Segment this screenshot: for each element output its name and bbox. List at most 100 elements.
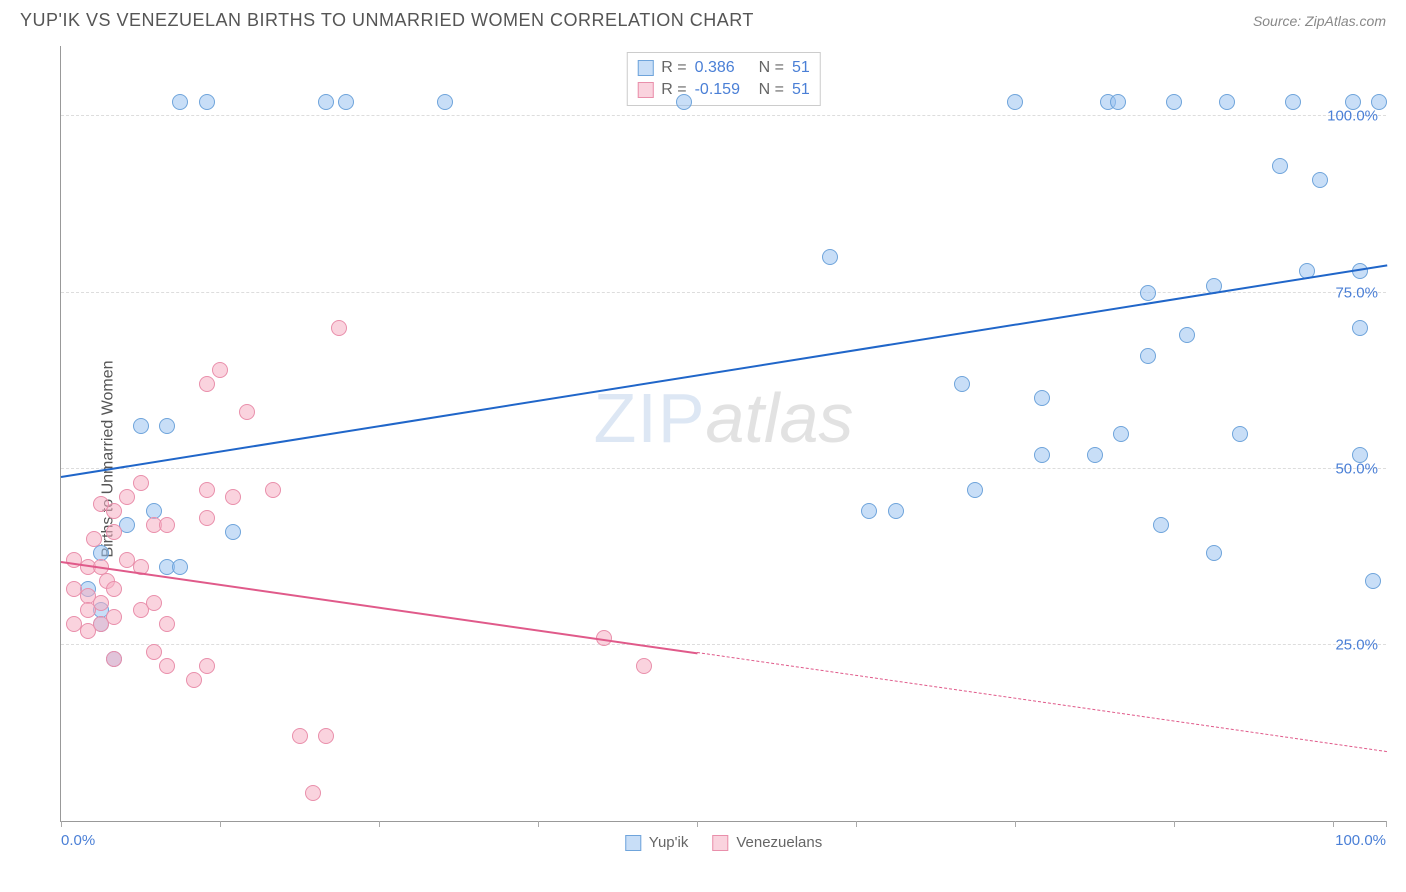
x-tick (1333, 821, 1334, 827)
data-point (199, 658, 215, 674)
gridline (61, 115, 1386, 116)
data-point (225, 524, 241, 540)
x-tick (697, 821, 698, 827)
y-tick-label: 75.0% (1335, 284, 1378, 301)
data-point (1352, 320, 1368, 336)
swatch-yupik (637, 60, 653, 76)
gridline (61, 468, 1386, 469)
legend-label-yupik: Yup'ik (649, 834, 689, 851)
x-tick (1386, 821, 1387, 827)
data-point (1113, 426, 1129, 442)
r-label: R = (661, 59, 686, 77)
data-point (199, 482, 215, 498)
legend-swatch-venezuelans (712, 835, 728, 851)
data-point (822, 249, 838, 265)
data-point (331, 320, 347, 336)
data-point (318, 728, 334, 744)
y-tick-label: 25.0% (1335, 636, 1378, 653)
data-point (1153, 517, 1169, 533)
data-point (159, 517, 175, 533)
source-label: Source: ZipAtlas.com (1253, 13, 1386, 29)
data-point (199, 94, 215, 110)
chart-container: Births to Unmarried Women ZIPatlas R = 0… (20, 46, 1386, 872)
chart-title: YUP'IK VS VENEZUELAN BIRTHS TO UNMARRIED… (20, 10, 754, 31)
data-point (133, 475, 149, 491)
data-point (1034, 447, 1050, 463)
data-point (93, 595, 109, 611)
data-point (305, 785, 321, 801)
data-point (338, 94, 354, 110)
data-point (967, 482, 983, 498)
legend-swatch-yupik (625, 835, 641, 851)
data-point (146, 644, 162, 660)
data-point (954, 376, 970, 392)
data-point (1034, 390, 1050, 406)
x-tick (220, 821, 221, 827)
data-point (1179, 327, 1195, 343)
x-tick (379, 821, 380, 827)
y-tick-label: 100.0% (1327, 108, 1378, 125)
data-point (106, 651, 122, 667)
data-point (265, 482, 281, 498)
data-point (1007, 94, 1023, 110)
data-point (119, 489, 135, 505)
x-tick (1015, 821, 1016, 827)
data-point (93, 496, 109, 512)
r-value-venezuelans: -0.159 (695, 81, 751, 99)
gridline (61, 644, 1386, 645)
x-tick (856, 821, 857, 827)
data-point (172, 559, 188, 575)
data-point (1232, 426, 1248, 442)
data-point (199, 376, 215, 392)
series-legend: Yup'ik Venezuelans (625, 834, 822, 851)
data-point (86, 531, 102, 547)
data-point (636, 658, 652, 674)
data-point (172, 94, 188, 110)
data-point (1166, 94, 1182, 110)
data-point (318, 94, 334, 110)
data-point (212, 362, 228, 378)
x-tick (538, 821, 539, 827)
trend-line-dashed (697, 652, 1387, 752)
data-point (1110, 94, 1126, 110)
data-point (106, 524, 122, 540)
data-point (1140, 348, 1156, 364)
data-point (1140, 285, 1156, 301)
legend-item-venezuelans: Venezuelans (712, 834, 822, 851)
swatch-venezuelans (637, 82, 653, 98)
trend-line (61, 265, 1387, 479)
watermark: ZIPatlas (594, 378, 854, 458)
data-point (159, 616, 175, 632)
data-point (1352, 447, 1368, 463)
data-point (888, 503, 904, 519)
legend-label-venezuelans: Venezuelans (736, 834, 822, 851)
data-point (159, 658, 175, 674)
legend-row-yupik: R = 0.386 N = 51 (637, 57, 809, 79)
data-point (292, 728, 308, 744)
x-tick-label: 100.0% (1335, 832, 1386, 849)
legend-row-venezuelans: R = -0.159 N = 51 (637, 79, 809, 101)
data-point (1371, 94, 1387, 110)
data-point (186, 672, 202, 688)
n-value-venezuelans: 51 (792, 81, 810, 99)
y-tick-label: 50.0% (1335, 460, 1378, 477)
data-point (225, 489, 241, 505)
data-point (1272, 158, 1288, 174)
data-point (437, 94, 453, 110)
n-label: N = (759, 81, 784, 99)
data-point (1365, 573, 1381, 589)
r-value-yupik: 0.386 (695, 59, 751, 77)
x-tick-label: 0.0% (61, 832, 95, 849)
data-point (1312, 172, 1328, 188)
data-point (239, 404, 255, 420)
x-tick (61, 821, 62, 827)
x-tick (1174, 821, 1175, 827)
data-point (133, 418, 149, 434)
data-point (1219, 94, 1235, 110)
data-point (1345, 94, 1361, 110)
watermark-part2: atlas (706, 379, 854, 457)
watermark-part1: ZIP (594, 379, 706, 457)
correlation-legend: R = 0.386 N = 51 R = -0.159 N = 51 (626, 52, 820, 106)
data-point (1206, 545, 1222, 561)
n-value-yupik: 51 (792, 59, 810, 77)
